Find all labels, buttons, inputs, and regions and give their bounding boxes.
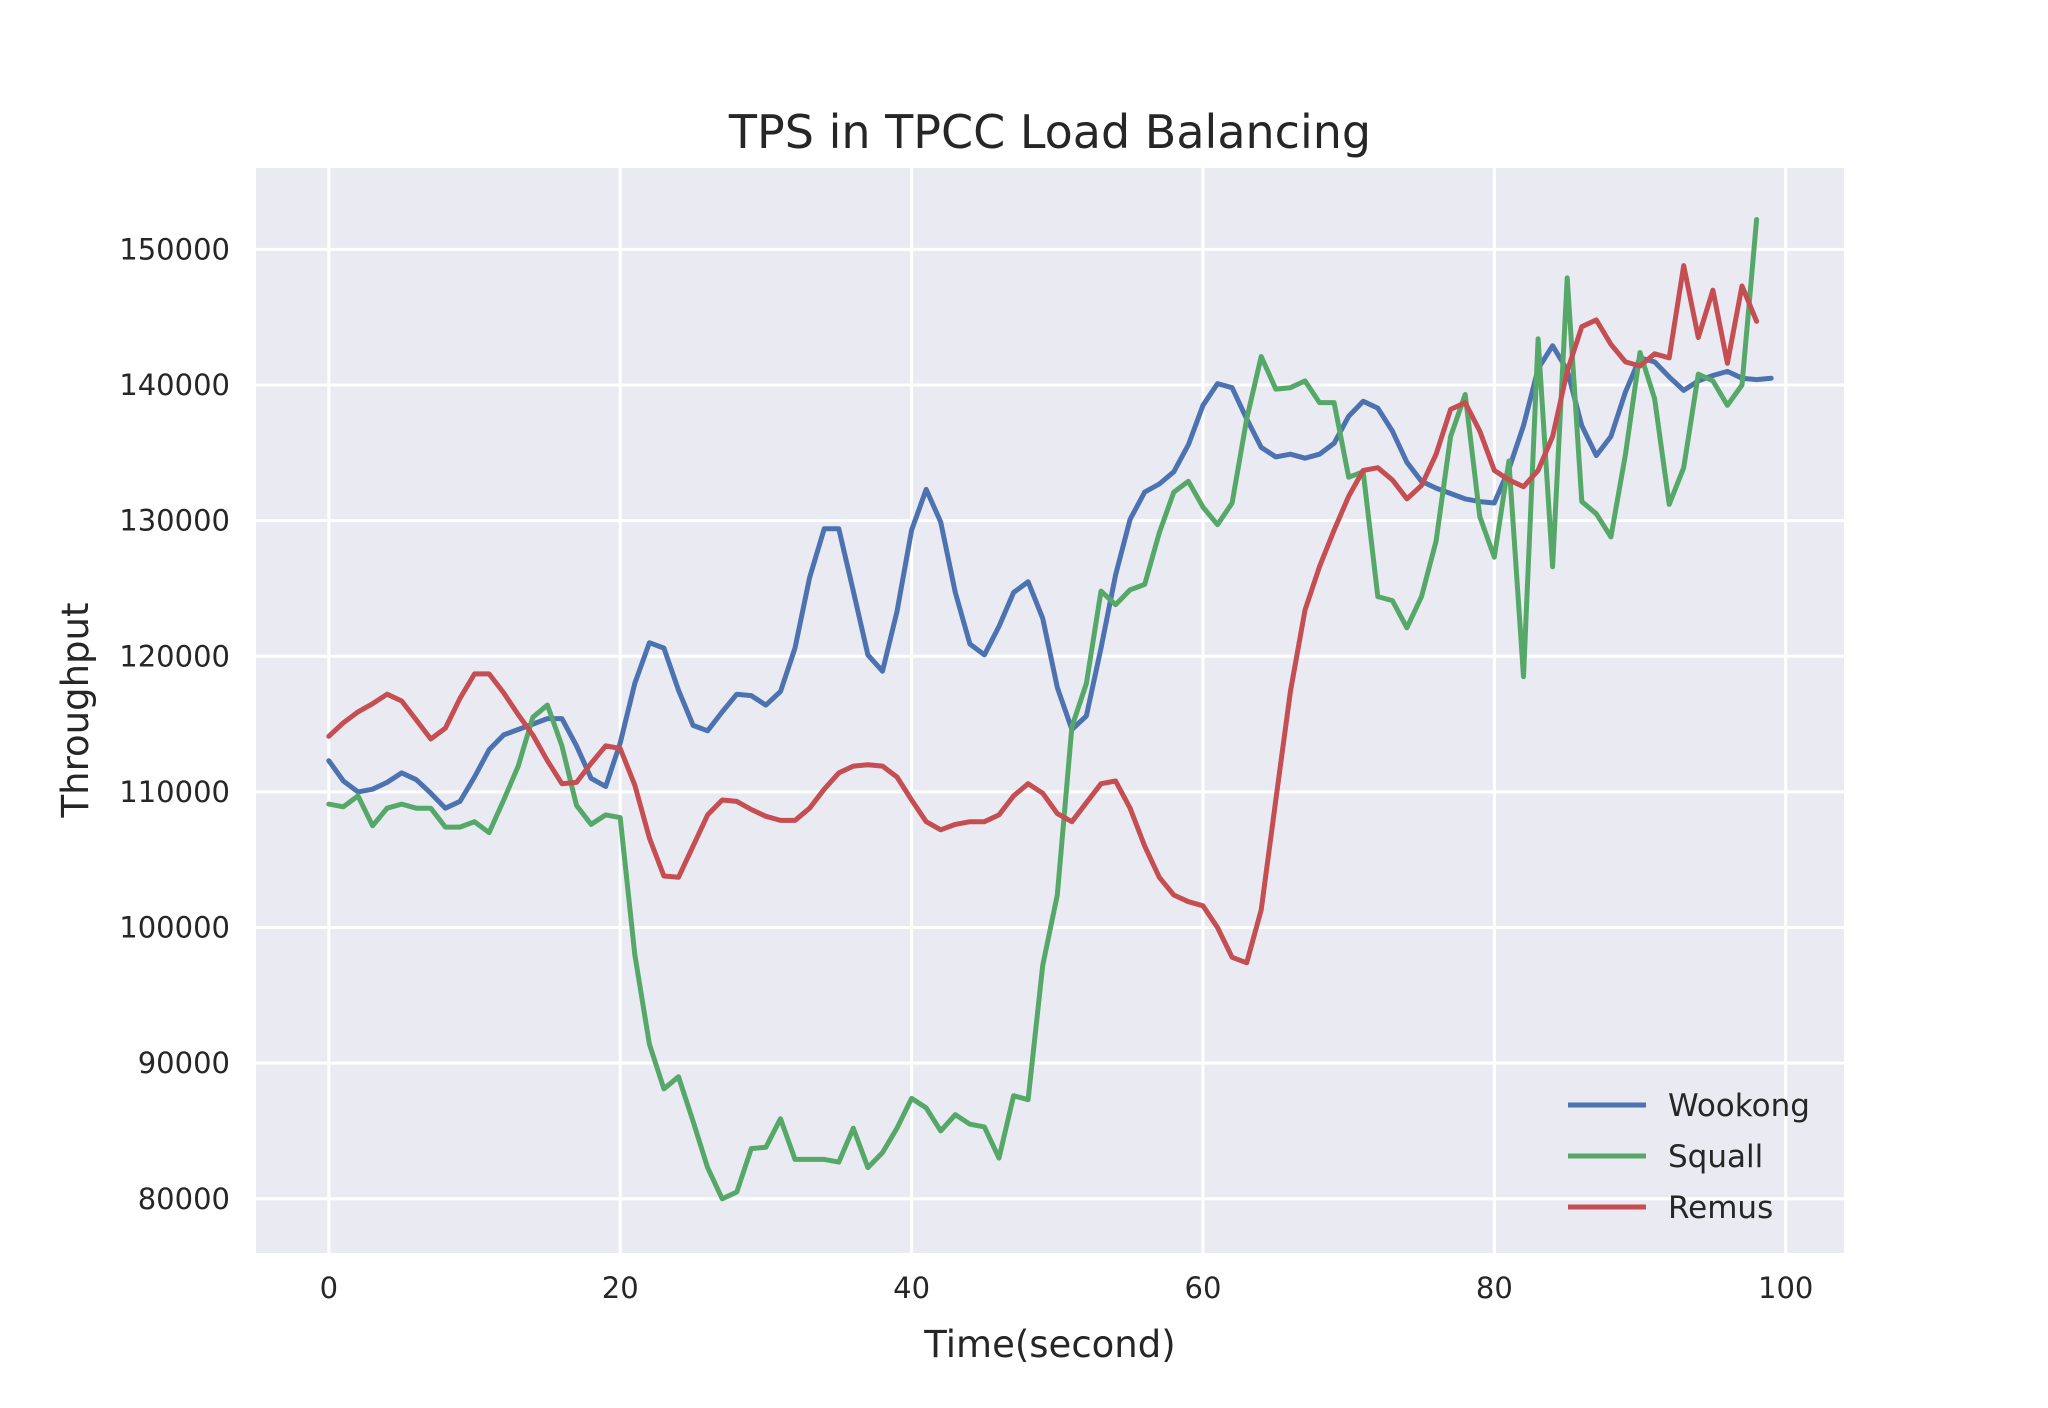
legend-label-wookong: Wookong xyxy=(1668,1088,1810,1124)
legend-label-squall: Squall xyxy=(1668,1139,1763,1175)
y-tick-label: 120000 xyxy=(119,639,230,673)
y-axis-label: Throughput xyxy=(54,603,97,819)
legend-label-remus: Remus xyxy=(1668,1190,1773,1226)
x-tick-label: 80 xyxy=(1476,1271,1513,1305)
x-axis-label: Time(second) xyxy=(923,1323,1175,1366)
grid xyxy=(256,168,1844,1253)
y-tick-label: 100000 xyxy=(119,911,230,945)
plot-area xyxy=(256,168,1844,1253)
series-line-wookong xyxy=(326,343,1774,811)
x-tick-label: 40 xyxy=(893,1271,930,1305)
y-tick-label: 90000 xyxy=(138,1046,230,1080)
series-layer xyxy=(326,217,1774,1202)
y-tick-label: 130000 xyxy=(119,504,230,538)
y-tick-label: 80000 xyxy=(138,1182,230,1216)
series-line-remus xyxy=(326,263,1760,966)
x-tick-label: 0 xyxy=(320,1271,338,1305)
series-line-squall xyxy=(326,217,1760,1202)
y-tick-label: 140000 xyxy=(119,368,230,402)
legend: Wookong Squall Remus xyxy=(1568,1088,1810,1226)
chart-title: TPS in TPCC Load Balancing xyxy=(728,105,1371,159)
tick-labels: 0 20 40 60 80 100 80000 90000 100000 110000 120000… xyxy=(119,232,1813,1305)
x-tick-label: 60 xyxy=(1185,1271,1222,1305)
y-tick-label: 150000 xyxy=(119,232,230,266)
y-tick-label: 110000 xyxy=(119,775,230,809)
x-tick-label: 20 xyxy=(602,1271,639,1305)
x-tick-label: 100 xyxy=(1758,1271,1813,1305)
